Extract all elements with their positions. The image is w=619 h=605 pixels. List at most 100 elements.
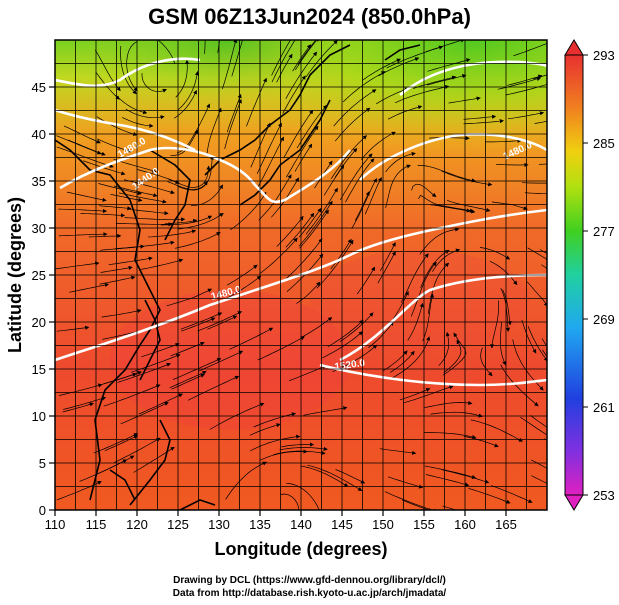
streamline: [99, 275, 136, 285]
streamline: [285, 125, 319, 178]
streamline: [379, 448, 417, 455]
streamline: [141, 342, 180, 358]
footer-credit-data: Data from http://database.rish.kyoto-u.a…: [172, 588, 447, 599]
streamline: [88, 233, 122, 239]
streamline: [104, 435, 139, 452]
streamline: [385, 164, 411, 208]
streamline: [463, 114, 497, 120]
streamline: [531, 475, 547, 484]
y-tick-label: 20: [32, 315, 46, 330]
streamline: [120, 402, 169, 425]
streamline: [392, 290, 409, 320]
y-axis-label: Latitude (degrees): [5, 197, 25, 353]
y-tick-label: 30: [32, 221, 46, 236]
streamline: [356, 266, 376, 295]
streamline: [500, 321, 507, 366]
streamline: [59, 383, 103, 396]
streamline: [542, 349, 547, 358]
colorbar-tick-label: 253: [593, 488, 615, 503]
streamline: [224, 98, 242, 149]
streamline: [417, 165, 476, 183]
streamline: [62, 402, 94, 413]
streamline: [128, 208, 169, 216]
streamline: [118, 192, 167, 204]
streamline: [527, 326, 547, 362]
streamline: [307, 464, 363, 491]
streamline: [407, 302, 424, 341]
streamline: [422, 293, 435, 342]
streamline: [115, 222, 173, 227]
streamline: [301, 317, 333, 338]
streamline: [141, 73, 167, 93]
streamline: [207, 315, 238, 330]
streamline: [276, 53, 293, 83]
streamline: [424, 465, 477, 479]
streamline: [360, 131, 396, 160]
streamline: [512, 339, 544, 391]
streamline: [438, 331, 450, 366]
streamline: [513, 43, 547, 57]
streamline: [194, 40, 195, 41]
streamline: [327, 319, 364, 347]
x-tick-label: 145: [331, 517, 353, 532]
streamline: [209, 402, 265, 430]
streamline: [288, 365, 327, 382]
x-axis-label: Longitude (degrees): [214, 539, 387, 559]
streamline: [538, 163, 547, 165]
x-tick-label: 150: [372, 517, 394, 532]
streamline: [98, 205, 132, 211]
streamline: [198, 350, 244, 372]
streamline: [425, 474, 470, 487]
streamline: [271, 40, 291, 76]
x-tick-label: 160: [454, 517, 476, 532]
streamline: [126, 41, 138, 92]
streamline: [305, 187, 338, 235]
streamline: [411, 183, 437, 198]
streamline: [377, 251, 396, 284]
streamline: [424, 432, 477, 439]
streamline: [258, 174, 292, 221]
streamline: [430, 411, 483, 418]
streamline: [246, 77, 267, 127]
streamline: [330, 238, 352, 270]
streamline: [257, 136, 284, 187]
x-tick-label: 155: [413, 517, 435, 532]
streamline: [330, 135, 368, 179]
streamline: [137, 169, 180, 184]
streamline: [225, 461, 267, 500]
streamline: [470, 419, 523, 442]
streamline: [534, 120, 547, 124]
x-tick-label: 140: [290, 517, 312, 532]
streamline: [424, 400, 473, 409]
streamline: [448, 96, 481, 104]
streamline: [257, 336, 305, 361]
streamline: [103, 384, 161, 407]
x-axis: 110 115 120 125 130 135 140 145 150 155 160 165: [45, 510, 517, 532]
streamline: [285, 212, 315, 248]
y-tick-label: 45: [32, 80, 46, 95]
streamline: [387, 105, 423, 120]
streamline: [505, 84, 547, 96]
streamline: [180, 312, 223, 330]
streamline: [206, 107, 222, 155]
streamline: [97, 138, 132, 153]
streamline: [221, 40, 238, 90]
streamline: [441, 170, 493, 187]
streamline: [249, 423, 281, 436]
streamline: [410, 261, 437, 317]
x-tick-label: 165: [495, 517, 517, 532]
streamline: [522, 40, 526, 42]
streamline: [500, 364, 539, 407]
streamline: [426, 74, 467, 86]
streamline: [175, 59, 190, 98]
x-tick-label: 125: [167, 517, 189, 532]
streamline: [427, 58, 471, 72]
y-tick-label: 25: [32, 268, 46, 283]
colorbar-tick-label: 277: [593, 224, 615, 239]
streamline: [334, 107, 371, 142]
x-tick-label: 130: [208, 517, 230, 532]
streamline: [67, 139, 106, 156]
streamline: [387, 476, 424, 489]
streamline: [276, 215, 304, 247]
streamline: [443, 339, 462, 373]
